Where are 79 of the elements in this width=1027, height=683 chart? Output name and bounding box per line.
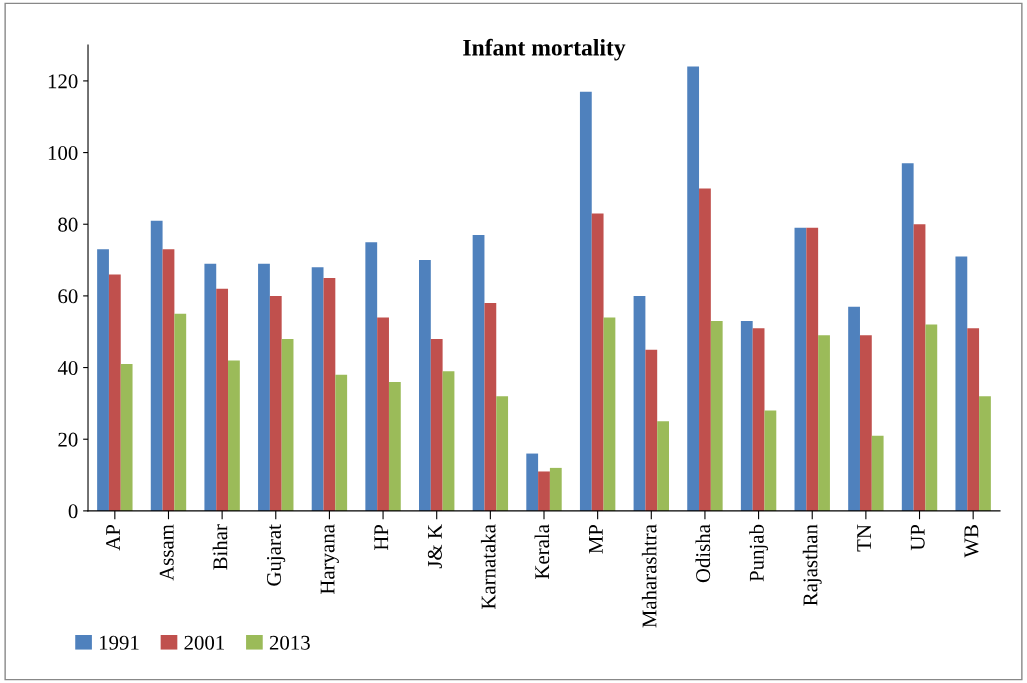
bar	[496, 396, 509, 511]
bar	[419, 260, 431, 511]
legend-label: 2001	[184, 635, 224, 650]
bar	[484, 303, 497, 511]
y-tick-label: 0	[68, 504, 78, 519]
bar	[818, 335, 830, 511]
bar	[657, 421, 669, 511]
bar	[710, 320, 723, 511]
x-tick-label: Haryana	[320, 524, 339, 595]
bar	[472, 234, 485, 511]
bar	[377, 317, 389, 511]
bar	[979, 396, 991, 511]
bar	[258, 263, 270, 511]
bar	[913, 224, 926, 511]
bar	[687, 66, 700, 511]
bar	[967, 328, 980, 511]
x-tick-label: Maharashtra	[641, 524, 657, 628]
x-tick-label: UP	[910, 524, 925, 551]
y-tick-label: 100	[48, 145, 78, 160]
chart-title: Infant mortality	[463, 38, 626, 61]
bar	[204, 263, 217, 511]
bar	[645, 349, 658, 511]
bar	[442, 371, 455, 511]
bar	[365, 242, 378, 511]
x-tick-label: Odisha	[695, 524, 711, 583]
bar	[323, 277, 336, 511]
bar	[97, 249, 109, 511]
bar	[311, 267, 324, 511]
bar	[150, 220, 163, 511]
y-tick-label: 40	[57, 360, 78, 375]
x-tick-label: J& K	[427, 524, 442, 569]
y-tick-label: 60	[58, 289, 78, 304]
bar	[120, 363, 133, 511]
bar	[108, 274, 121, 511]
bar	[335, 374, 348, 511]
bar	[591, 213, 604, 511]
x-tick-label: HP	[374, 524, 389, 551]
bar	[848, 306, 860, 511]
x-tick-label: WB	[964, 525, 979, 558]
bar	[162, 249, 175, 511]
bar	[901, 163, 914, 511]
bar	[740, 320, 753, 511]
bar	[806, 227, 819, 511]
bar	[579, 91, 592, 511]
bar	[764, 410, 777, 511]
bar	[752, 328, 765, 511]
bar	[430, 338, 443, 511]
y-tick-label: 20	[58, 432, 78, 447]
bar	[794, 227, 807, 511]
bar	[526, 453, 539, 511]
bar	[538, 471, 550, 511]
bar	[925, 324, 938, 511]
bar	[269, 295, 282, 511]
legend-label: 2013	[269, 635, 310, 650]
x-tick-label: Karnataka	[480, 524, 496, 610]
bar	[281, 338, 294, 511]
x-tick-label: TN	[857, 524, 871, 552]
x-tick-label: Gujarat	[266, 524, 286, 586]
x-tick-label: Kerala	[534, 524, 550, 579]
bar	[388, 381, 401, 511]
x-tick-label: Punjab	[749, 524, 769, 582]
x-tick-label: MP	[589, 524, 603, 554]
y-tick-label: 120	[48, 74, 78, 89]
bar	[216, 288, 229, 511]
bar	[955, 256, 968, 511]
x-tick-label: Rajasthan	[802, 524, 822, 606]
y-tick-label: 80	[58, 217, 78, 232]
x-tick-label: Bihar	[212, 524, 228, 570]
bar	[871, 435, 884, 511]
bar	[699, 188, 711, 511]
bar	[549, 467, 562, 511]
bar	[859, 335, 872, 511]
legend-label: 1991	[99, 635, 139, 650]
x-tick-label: Assam	[159, 524, 174, 581]
bar	[228, 360, 240, 511]
bar	[603, 317, 616, 511]
bar	[633, 295, 646, 511]
x-tick-label: AP	[106, 524, 120, 551]
bar	[174, 313, 187, 511]
